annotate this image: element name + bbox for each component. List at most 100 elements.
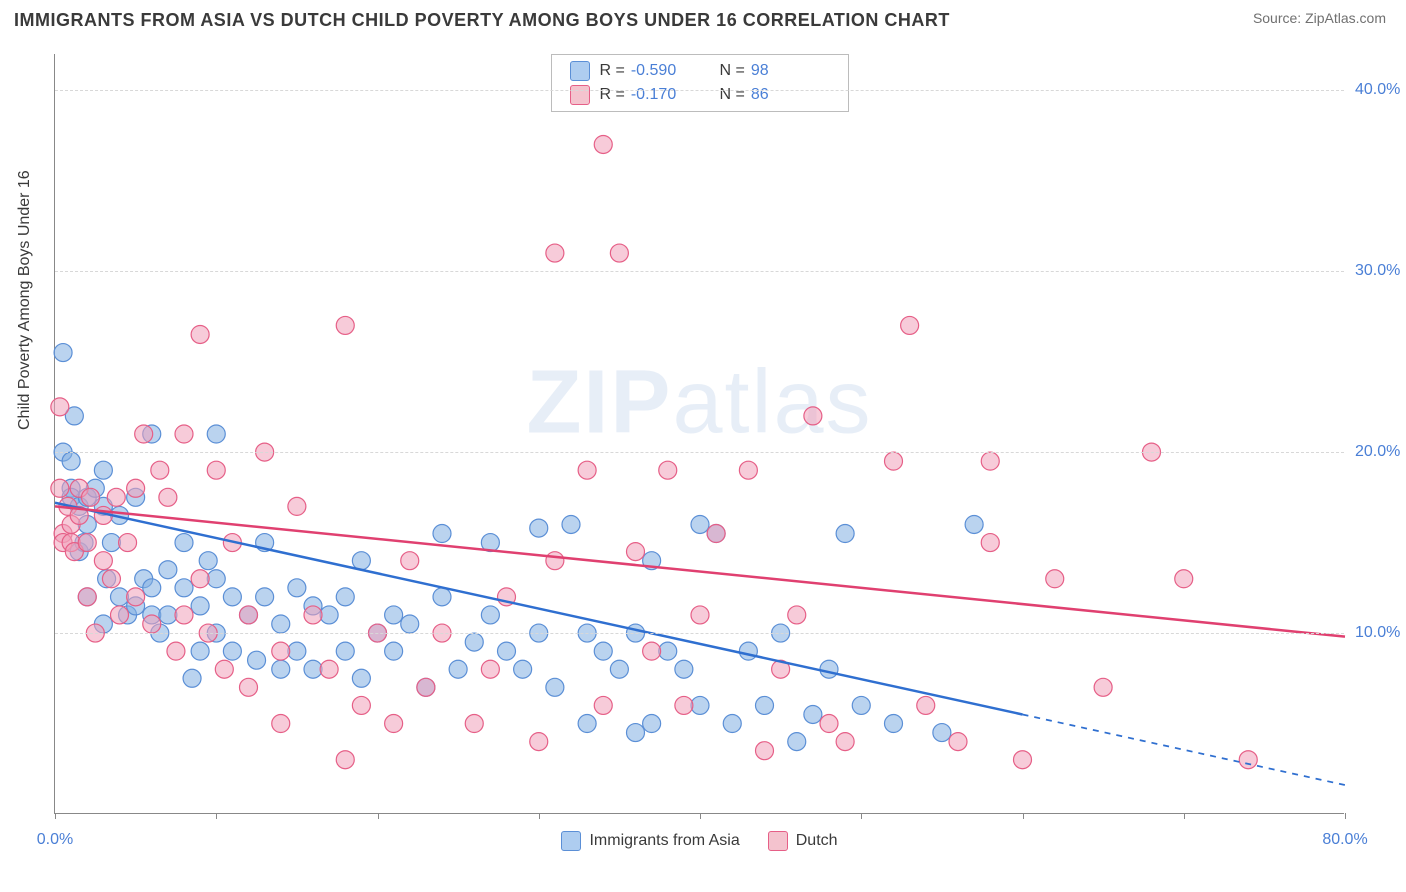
data-point xyxy=(304,660,322,678)
y-tick-label: 10.0% xyxy=(1355,624,1400,642)
data-point xyxy=(659,461,677,479)
x-tick-label: 80.0% xyxy=(1322,831,1367,849)
data-point xyxy=(143,579,161,597)
data-point xyxy=(756,696,774,714)
data-point xyxy=(272,660,290,678)
data-point xyxy=(51,479,69,497)
data-point xyxy=(304,606,322,624)
data-point xyxy=(320,606,338,624)
data-point xyxy=(94,461,112,479)
y-axis-label: Child Poverty Among Boys Under 16 xyxy=(16,170,34,430)
data-point xyxy=(465,715,483,733)
x-tick xyxy=(1345,813,1346,819)
data-point xyxy=(272,615,290,633)
data-point xyxy=(320,660,338,678)
data-point xyxy=(514,660,532,678)
data-point xyxy=(481,606,499,624)
stat-n-label: N = xyxy=(720,86,745,104)
data-point xyxy=(94,552,112,570)
data-point xyxy=(336,642,354,660)
data-point xyxy=(1094,678,1112,696)
stat-r-label: R = xyxy=(600,86,625,104)
data-point xyxy=(481,660,499,678)
legend-swatch-icon xyxy=(768,831,788,851)
data-point xyxy=(594,696,612,714)
data-point xyxy=(885,715,903,733)
data-point xyxy=(917,696,935,714)
x-tick xyxy=(55,813,56,819)
data-point xyxy=(1046,570,1064,588)
gridline xyxy=(55,271,1344,272)
data-point xyxy=(288,642,306,660)
x-tick-label: 0.0% xyxy=(37,831,73,849)
data-point xyxy=(739,461,757,479)
data-point xyxy=(248,651,266,669)
data-point xyxy=(127,588,145,606)
data-point xyxy=(691,606,709,624)
data-point xyxy=(240,606,258,624)
data-point xyxy=(530,733,548,751)
data-point xyxy=(610,244,628,262)
x-tick xyxy=(1023,813,1024,819)
data-point xyxy=(191,325,209,343)
data-point xyxy=(401,615,419,633)
data-point xyxy=(352,696,370,714)
legend-swatch-icon xyxy=(561,831,581,851)
stat-n-label: N = xyxy=(720,62,745,80)
data-point xyxy=(159,488,177,506)
stats-box: R =-0.590N =98R =-0.170N =86 xyxy=(551,54,849,112)
x-tick xyxy=(539,813,540,819)
data-point xyxy=(352,669,370,687)
legend-label: Immigrants from Asia xyxy=(589,832,739,850)
data-point xyxy=(207,425,225,443)
data-point xyxy=(804,407,822,425)
legend-item: Dutch xyxy=(768,831,838,851)
data-point xyxy=(102,534,120,552)
stats-row: R =-0.590N =98 xyxy=(570,61,830,81)
data-point xyxy=(788,733,806,751)
legend-swatch-icon xyxy=(570,61,590,81)
data-point xyxy=(691,696,709,714)
legend-item: Immigrants from Asia xyxy=(561,831,739,851)
data-point xyxy=(594,642,612,660)
data-point xyxy=(336,588,354,606)
x-tick xyxy=(1184,813,1185,819)
data-point xyxy=(207,461,225,479)
data-point xyxy=(546,244,564,262)
data-point xyxy=(159,606,177,624)
data-point xyxy=(1014,751,1032,769)
data-point xyxy=(1175,570,1193,588)
data-point xyxy=(627,724,645,742)
data-point xyxy=(272,715,290,733)
chart-title: IMMIGRANTS FROM ASIA VS DUTCH CHILD POVE… xyxy=(14,10,950,31)
data-point xyxy=(546,678,564,696)
data-point xyxy=(498,642,516,660)
data-point xyxy=(336,751,354,769)
data-point xyxy=(901,316,919,334)
trendline-extrapolated xyxy=(1023,714,1346,785)
data-point xyxy=(417,678,435,696)
data-point xyxy=(223,642,241,660)
data-point xyxy=(788,606,806,624)
data-point xyxy=(643,715,661,733)
data-point xyxy=(159,561,177,579)
data-point xyxy=(804,705,822,723)
data-point xyxy=(643,642,661,660)
stat-n-value: 98 xyxy=(751,62,769,80)
data-point xyxy=(465,633,483,651)
source-attribution: Source: ZipAtlas.com xyxy=(1253,10,1386,26)
stat-n-value: 86 xyxy=(751,86,769,104)
data-point xyxy=(756,742,774,760)
data-point xyxy=(691,515,709,533)
data-point xyxy=(933,724,951,742)
data-point xyxy=(207,570,225,588)
data-point xyxy=(183,669,201,687)
chart-plot-area: ZIPatlas R =-0.590N =98R =-0.170N =86 Im… xyxy=(54,54,1344,814)
stats-row: R = -0.170 N = 86 xyxy=(570,85,830,105)
data-point xyxy=(578,715,596,733)
data-point xyxy=(675,660,693,678)
data-point xyxy=(385,715,403,733)
stat-r-value: -0.170 xyxy=(631,86,676,104)
data-point xyxy=(175,606,193,624)
data-point xyxy=(191,642,209,660)
